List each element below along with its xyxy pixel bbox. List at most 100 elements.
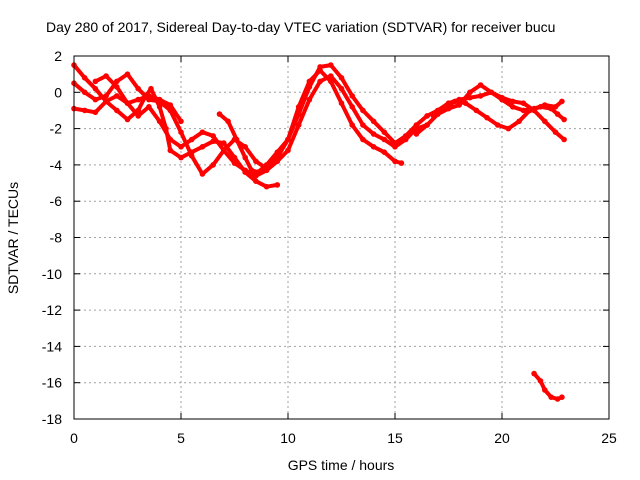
data-point [295, 111, 302, 117]
data-point [360, 136, 366, 143]
data-point [430, 113, 437, 119]
data-point [317, 78, 323, 85]
y-tick-label: -2 [50, 121, 63, 137]
data-point [349, 122, 356, 128]
x-tick-label: 0 [70, 430, 78, 446]
data-point [263, 167, 270, 174]
data-point [477, 93, 484, 99]
data-point [548, 394, 554, 401]
data-point [441, 105, 448, 112]
data-point [135, 96, 141, 103]
data-point [135, 85, 141, 92]
data-point [92, 78, 99, 85]
data-point [199, 171, 206, 177]
data-point [242, 144, 248, 150]
data-point [285, 136, 291, 143]
data-point [554, 396, 561, 402]
data-point [499, 94, 505, 101]
data-point [494, 122, 501, 128]
data-point [537, 378, 544, 384]
data-point [210, 133, 216, 139]
data-point [381, 129, 388, 135]
data-point [424, 113, 430, 119]
data-point [306, 84, 313, 90]
data-point [167, 102, 174, 108]
data-point [178, 144, 184, 150]
data-point [349, 93, 356, 99]
data-point [338, 100, 345, 106]
data-point [413, 131, 420, 137]
data-point [484, 114, 490, 121]
data-point [531, 370, 537, 377]
x-tick-label: 10 [280, 430, 296, 446]
data-point [392, 158, 398, 165]
data-point [398, 160, 405, 166]
data-point [285, 147, 291, 154]
data-point [527, 107, 533, 114]
data-point [338, 75, 345, 81]
data-point [413, 122, 420, 128]
series-track-8 [531, 370, 565, 402]
data-point [424, 122, 430, 128]
data-point [167, 147, 174, 154]
data-point [392, 140, 398, 146]
data-point [552, 129, 559, 135]
data-point [114, 84, 120, 90]
data-point [156, 104, 163, 110]
data-point [477, 82, 484, 88]
data-point [505, 125, 512, 132]
data-point [462, 100, 469, 106]
data-point [81, 89, 88, 96]
data-point [167, 136, 174, 143]
data-point [370, 144, 377, 150]
data-point [124, 71, 131, 77]
data-point [274, 158, 281, 165]
data-point [561, 136, 567, 143]
data-point [488, 89, 495, 96]
data-point [520, 100, 527, 106]
data-point [221, 147, 227, 154]
data-point [135, 113, 141, 119]
data-point [255, 169, 261, 175]
data-point [295, 122, 302, 128]
data-point [188, 153, 195, 159]
data-point [520, 107, 527, 114]
x-tick-label: 20 [494, 430, 510, 446]
data-point [360, 107, 366, 114]
data-point [92, 109, 99, 116]
data-point [216, 111, 223, 117]
data-point [338, 85, 345, 92]
y-tick-label: -12 [42, 302, 62, 318]
data-point [146, 93, 152, 99]
data-point [248, 167, 255, 174]
data-point [233, 136, 240, 143]
data-point [542, 387, 548, 393]
data-point [156, 96, 163, 103]
data-point [81, 107, 88, 114]
data-point [370, 118, 377, 125]
data-point [552, 104, 559, 110]
data-point [253, 178, 259, 184]
data-point [516, 118, 522, 125]
data-point [349, 104, 356, 110]
y-tick-label: -8 [50, 230, 63, 246]
data-point [559, 98, 565, 105]
data-point [178, 118, 184, 125]
data-point [199, 129, 206, 135]
data-point [274, 182, 281, 188]
data-point [306, 96, 313, 103]
series-track-7 [430, 98, 567, 132]
data-point [509, 98, 516, 105]
data-point [554, 111, 561, 117]
series-line [532, 371, 564, 401]
data-point [92, 85, 99, 92]
data-point [92, 96, 99, 103]
data-point [81, 75, 88, 81]
data-point [402, 133, 409, 139]
data-point [509, 104, 516, 110]
data-point [178, 129, 184, 135]
data-point [210, 162, 216, 168]
data-point [103, 93, 109, 99]
data-point [221, 140, 227, 146]
x-axis-label: GPS time / hours [288, 457, 395, 473]
